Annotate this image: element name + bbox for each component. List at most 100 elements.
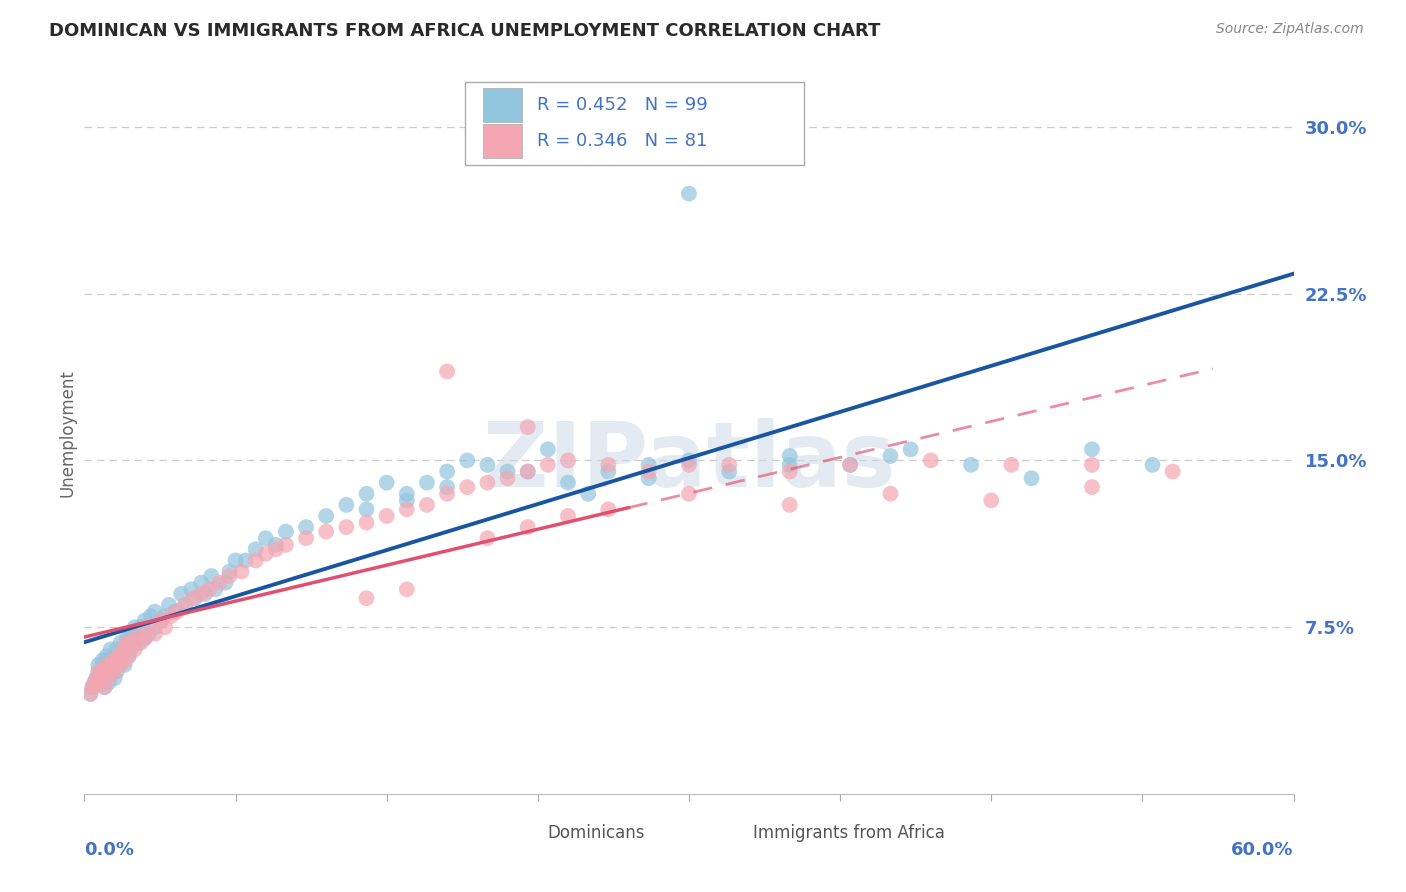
Point	[218, 565, 240, 579]
Point	[87, 665, 110, 679]
Point	[598, 465, 620, 479]
Point	[395, 502, 418, 516]
Point	[107, 657, 129, 672]
Point	[111, 642, 134, 657]
Point	[86, 671, 108, 685]
Point	[184, 591, 207, 606]
Point	[516, 465, 538, 479]
Point	[118, 648, 141, 663]
Point	[121, 627, 143, 641]
Point	[557, 453, 579, 467]
Point	[200, 569, 222, 583]
Point	[436, 364, 458, 378]
Text: R = 0.346   N = 81: R = 0.346 N = 81	[537, 132, 707, 151]
Point	[557, 475, 579, 490]
Point	[174, 598, 197, 612]
Point	[111, 648, 134, 663]
Point	[477, 458, 499, 472]
Point	[110, 657, 132, 672]
Point	[170, 587, 193, 601]
Point	[160, 609, 183, 624]
Point	[356, 591, 378, 606]
Point	[356, 487, 378, 501]
Point	[166, 605, 188, 619]
Point	[93, 665, 115, 679]
Point	[335, 498, 357, 512]
Point	[356, 516, 378, 530]
Point	[105, 665, 128, 679]
Point	[245, 553, 267, 567]
Point	[124, 620, 146, 634]
Point	[83, 675, 105, 690]
Point	[118, 632, 141, 646]
Point	[839, 458, 862, 472]
Point	[115, 632, 138, 646]
Point	[91, 671, 114, 685]
Point	[395, 493, 418, 508]
Point	[125, 627, 148, 641]
Point	[153, 609, 176, 624]
Point	[139, 609, 162, 624]
Point	[134, 632, 156, 646]
Point	[208, 575, 231, 590]
Point	[91, 665, 114, 679]
Text: ZIPatlas: ZIPatlas	[482, 417, 896, 506]
Point	[839, 458, 862, 472]
Point	[718, 458, 741, 472]
Point	[678, 186, 700, 201]
FancyBboxPatch shape	[713, 821, 744, 846]
Point	[295, 531, 318, 545]
Point	[218, 569, 240, 583]
Point	[436, 465, 458, 479]
Text: Immigrants from Africa: Immigrants from Africa	[754, 824, 945, 842]
Point	[315, 524, 337, 539]
Point	[82, 680, 104, 694]
Point	[315, 508, 337, 523]
Point	[516, 520, 538, 534]
Point	[105, 642, 128, 657]
Point	[100, 665, 122, 679]
Point	[1081, 480, 1104, 494]
Point	[174, 598, 197, 612]
Point	[231, 565, 253, 579]
Point	[110, 653, 132, 667]
Point	[129, 620, 152, 634]
Point	[143, 627, 166, 641]
Point	[101, 653, 124, 667]
Point	[93, 665, 115, 679]
Point	[375, 475, 398, 490]
Point	[97, 671, 120, 685]
Point	[93, 680, 115, 694]
Point	[920, 453, 942, 467]
Point	[100, 665, 122, 679]
Text: Source: ZipAtlas.com: Source: ZipAtlas.com	[1216, 22, 1364, 37]
Point	[143, 605, 166, 619]
Point	[86, 671, 108, 685]
Point	[89, 675, 111, 690]
Point	[678, 458, 700, 472]
Point	[101, 657, 124, 672]
Point	[456, 453, 478, 467]
Point	[190, 587, 212, 601]
Point	[190, 575, 212, 590]
Point	[254, 547, 277, 561]
Point	[87, 657, 110, 672]
Point	[1021, 471, 1043, 485]
Point	[198, 582, 221, 597]
Point	[165, 605, 187, 619]
Point	[153, 620, 176, 634]
Point	[879, 449, 901, 463]
Point	[264, 538, 287, 552]
Point	[516, 465, 538, 479]
Point	[274, 524, 297, 539]
Point	[91, 653, 114, 667]
Point	[79, 687, 101, 701]
Point	[120, 642, 142, 657]
Point	[395, 487, 418, 501]
Point	[100, 642, 122, 657]
Point	[477, 475, 499, 490]
Point	[436, 480, 458, 494]
Point	[93, 680, 115, 694]
Point	[537, 442, 560, 457]
Point	[134, 632, 156, 646]
